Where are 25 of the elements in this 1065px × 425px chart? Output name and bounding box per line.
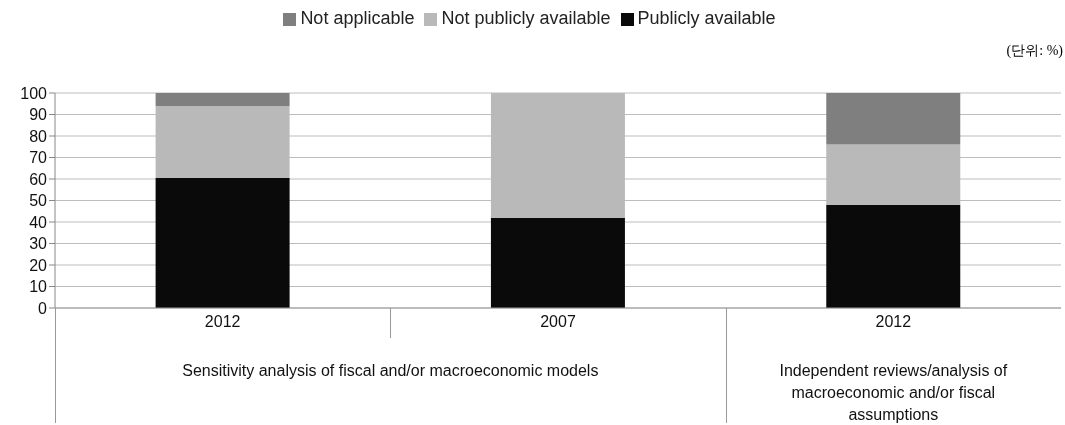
x-tick-label: 2012 <box>204 313 241 331</box>
legend-label: Not publicly available <box>441 8 611 28</box>
bar <box>155 93 290 106</box>
bar <box>826 93 961 145</box>
y-tick-label: 70 <box>29 149 48 167</box>
y-tick-label: 100 <box>20 84 48 102</box>
bar <box>490 217 625 308</box>
text: (단위: %) <box>1006 42 1063 60</box>
bar <box>155 177 290 308</box>
y-tick-label: 0 <box>38 299 48 317</box>
text: Sensitivity analysis of fiscal and/or macroeconomic models <box>181 361 600 381</box>
y-tick-label: 10 <box>29 278 48 296</box>
legend-label: Publicly available <box>637 8 776 28</box>
legend-label: Not applicable <box>300 8 415 28</box>
y-tick-label: 30 <box>29 235 48 253</box>
y-tick-label: 80 <box>29 127 48 145</box>
bar <box>826 204 961 308</box>
x-tick-label: 2012 <box>875 313 912 331</box>
text: Independent reviews/analysis of macroeconomic and/or fiscal assumptions <box>778 361 1009 425</box>
x-tick-label: 2007 <box>540 313 576 331</box>
y-tick-label: 50 <box>29 192 48 210</box>
y-tick-label: 40 <box>29 213 48 231</box>
y-tick-label: 60 <box>29 170 48 188</box>
y-tick-label: 90 <box>29 106 48 124</box>
y-tick-label: 20 <box>29 256 48 274</box>
